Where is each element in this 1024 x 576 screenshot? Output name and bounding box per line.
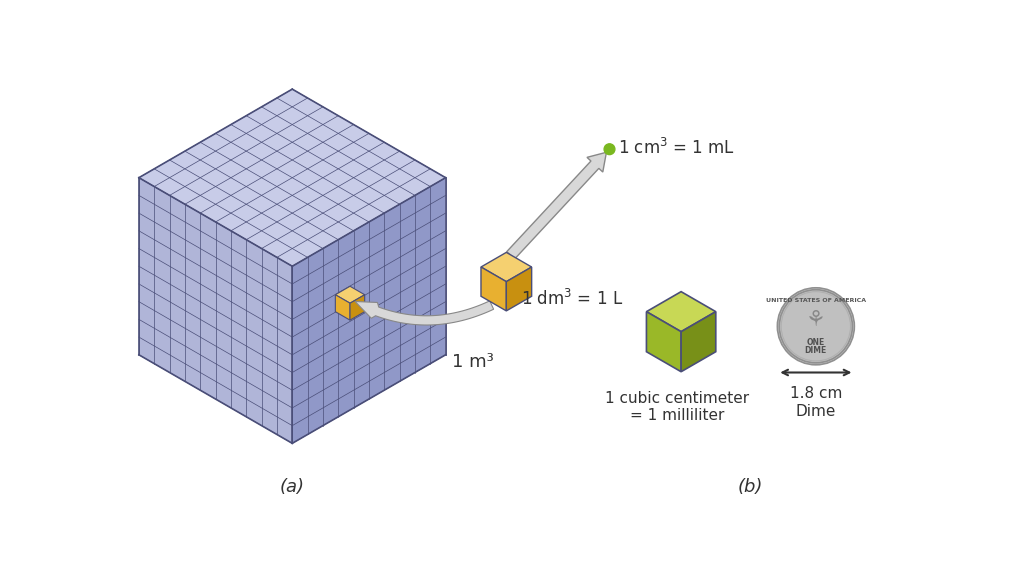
Text: (a): (a) bbox=[280, 478, 305, 496]
Text: UNITED STATES OF AMERICA: UNITED STATES OF AMERICA bbox=[766, 298, 866, 302]
Polygon shape bbox=[646, 312, 681, 372]
Text: 1 cubic centimeter
= 1 milliliter: 1 cubic centimeter = 1 milliliter bbox=[605, 391, 750, 423]
Polygon shape bbox=[507, 152, 606, 259]
Polygon shape bbox=[292, 177, 445, 444]
Text: ⚘: ⚘ bbox=[806, 310, 826, 330]
Polygon shape bbox=[506, 267, 531, 311]
Text: 1.8 cm
Dime: 1.8 cm Dime bbox=[790, 386, 842, 419]
Text: 1 cm$^3$ = 1 mL: 1 cm$^3$ = 1 mL bbox=[617, 138, 735, 158]
Text: DIME: DIME bbox=[805, 346, 827, 355]
Polygon shape bbox=[481, 252, 531, 282]
Text: (b): (b) bbox=[737, 478, 763, 496]
Polygon shape bbox=[481, 267, 506, 311]
Polygon shape bbox=[335, 295, 350, 320]
Text: ONE: ONE bbox=[807, 338, 825, 347]
Circle shape bbox=[604, 144, 614, 154]
Polygon shape bbox=[139, 89, 445, 266]
Text: 1 m³: 1 m³ bbox=[452, 354, 494, 372]
Polygon shape bbox=[355, 301, 494, 325]
Polygon shape bbox=[139, 177, 292, 444]
Polygon shape bbox=[350, 295, 365, 320]
Circle shape bbox=[777, 288, 854, 365]
Polygon shape bbox=[335, 286, 365, 303]
Polygon shape bbox=[681, 312, 716, 372]
Text: 1 dm$^3$ = 1 L: 1 dm$^3$ = 1 L bbox=[521, 289, 624, 309]
Circle shape bbox=[779, 290, 852, 363]
Polygon shape bbox=[646, 291, 716, 332]
